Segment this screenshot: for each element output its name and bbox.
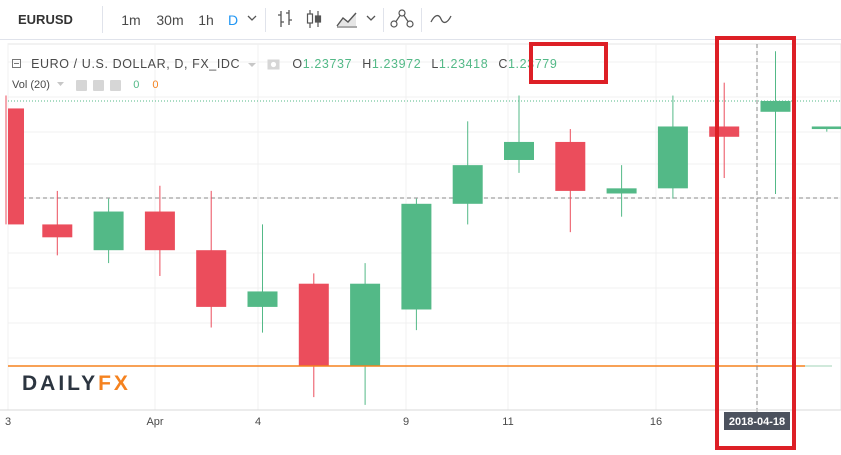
eye-icon[interactable] — [76, 79, 88, 91]
symbol-search[interactable]: EURUSD — [5, 6, 103, 33]
candle — [247, 224, 278, 333]
x-tick-label: Apr — [146, 416, 163, 428]
x-tick-label: 4 — [255, 416, 261, 428]
high-value: 1.23972 — [371, 57, 422, 71]
current-candle-highlight-box — [715, 36, 796, 450]
dailyfx-logo: DAILYFX — [22, 372, 131, 395]
candle — [298, 273, 329, 398]
collapse-icon[interactable] — [12, 59, 21, 68]
x-tick-label: 2018-04-18 — [729, 416, 785, 428]
chevron-down-icon[interactable] — [247, 15, 257, 23]
candle-body — [144, 211, 175, 251]
toolbar-divider — [265, 8, 266, 32]
toolbar-divider — [383, 8, 384, 32]
candle-body — [657, 126, 688, 189]
candle-body — [8, 108, 24, 225]
candle-body — [401, 203, 432, 310]
low-label: L — [431, 57, 439, 71]
area-chart-icon[interactable] — [336, 9, 358, 29]
chevron-down-icon[interactable] — [56, 81, 65, 88]
settings-icon[interactable] — [93, 79, 105, 91]
chevron-down-icon[interactable] — [366, 15, 376, 23]
candle-body — [555, 141, 586, 191]
candle-body — [504, 141, 534, 160]
volume-legend: Vol (20) 0 0 — [12, 79, 159, 91]
candle-body — [93, 211, 124, 251]
candle-body — [606, 188, 637, 194]
compare-icon[interactable] — [429, 9, 453, 29]
volume-value-2: 0 — [152, 79, 159, 91]
candle — [657, 95, 688, 199]
candle-body — [350, 283, 381, 367]
candle-body — [709, 126, 740, 137]
candle — [504, 95, 534, 173]
candle — [5, 95, 24, 225]
crosshair-date-bg — [724, 412, 790, 430]
candle-body — [298, 283, 329, 367]
chevron-down-icon[interactable] — [247, 61, 257, 69]
candle — [42, 190, 73, 256]
top-toolbar: EURUSD 1m 30m 1h D — [0, 0, 841, 40]
candle — [606, 165, 637, 217]
candle-body — [196, 250, 227, 307]
candle — [93, 198, 124, 264]
indicators-icon[interactable] — [390, 9, 414, 29]
candle — [709, 82, 740, 179]
x-tick-label: 11 — [502, 416, 513, 428]
open-label: O — [292, 57, 303, 71]
x-tick-label: 16 — [650, 416, 662, 428]
price-chart[interactable]: 3 Apr 4 9 11 16 2018-04-18 — [0, 40, 841, 455]
x-tick-label: 9 — [403, 416, 409, 428]
high-label: H — [362, 57, 372, 71]
candle — [144, 185, 175, 276]
candle — [555, 129, 586, 233]
volume-value-1: 0 — [133, 79, 140, 91]
candle — [350, 263, 381, 405]
interval-d-button[interactable]: D — [227, 12, 239, 28]
candle — [196, 190, 227, 328]
candle — [401, 198, 432, 331]
close-value-highlight-box — [529, 42, 608, 84]
toolbar-divider — [421, 8, 422, 32]
candle — [811, 126, 841, 132]
candle-body — [760, 100, 791, 112]
low-value: 1.23418 — [438, 57, 489, 71]
volume-label: Vol (20) — [12, 79, 50, 91]
crosshair-date-label: 2018-04-18 — [724, 412, 790, 430]
legend-line: EURO / U.S. DOLLAR, D, FX_IDC O1.23737 H… — [12, 57, 557, 71]
close-icon[interactable] — [110, 79, 122, 91]
candle-body — [452, 165, 483, 204]
open-value: 1.23737 — [302, 57, 353, 71]
candle — [760, 51, 791, 195]
candle-body — [247, 291, 278, 307]
candle-body — [811, 126, 841, 130]
candle-body — [42, 224, 73, 238]
interval-1h-button[interactable]: 1h — [198, 12, 214, 28]
interval-1m-button[interactable]: 1m — [121, 12, 141, 28]
eye-icon[interactable] — [267, 59, 280, 70]
instrument-label: EURO / U.S. DOLLAR, D, FX_IDC — [31, 57, 241, 71]
x-tick-label: 3 — [5, 416, 11, 428]
bar-chart-icon[interactable] — [276, 9, 294, 29]
interval-30m-button[interactable]: 30m — [156, 12, 184, 28]
close-label: C — [498, 57, 508, 71]
candles-icon[interactable] — [305, 9, 323, 29]
candle — [452, 121, 483, 225]
